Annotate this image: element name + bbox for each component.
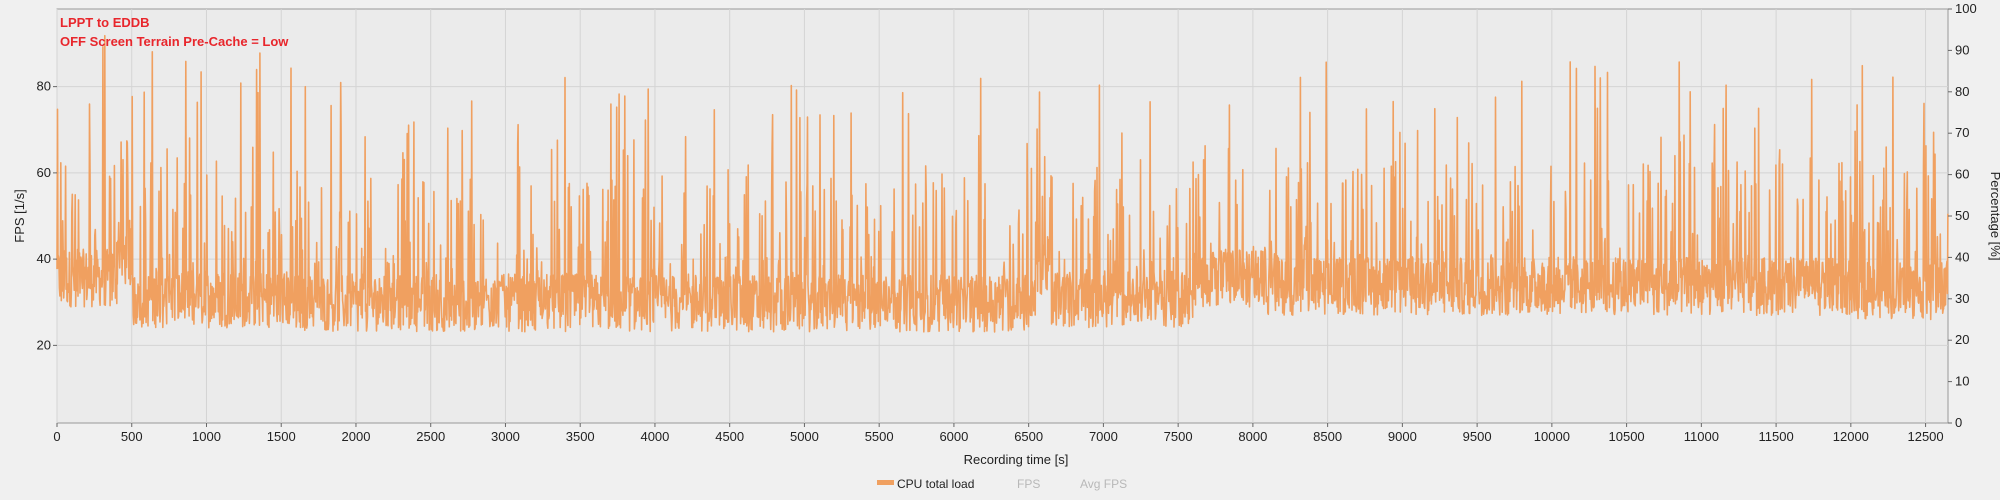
x-tick-label: 10000 bbox=[1534, 429, 1570, 444]
legend-item-avg-fps[interactable]: Avg FPS bbox=[1080, 477, 1127, 491]
x-tick-label: 7000 bbox=[1089, 429, 1118, 444]
y-left-tick-label: 60 bbox=[37, 165, 51, 180]
x-tick-label: 1000 bbox=[192, 429, 221, 444]
x-tick-label: 4500 bbox=[715, 429, 744, 444]
x-tick-label: 0 bbox=[53, 429, 60, 444]
x-tick-label: 9500 bbox=[1463, 429, 1492, 444]
x-tick-label: 10500 bbox=[1609, 429, 1645, 444]
y-left-tick-label: 20 bbox=[37, 337, 51, 352]
x-tick-label: 12000 bbox=[1833, 429, 1869, 444]
y-right-tick-label: 90 bbox=[1955, 42, 1969, 57]
x-tick-label: 6000 bbox=[939, 429, 968, 444]
y-right-tick-label: 50 bbox=[1955, 208, 1969, 223]
y-right-tick-label: 70 bbox=[1955, 125, 1969, 140]
x-tick-label: 11000 bbox=[1684, 429, 1719, 444]
x-tick-label: 2500 bbox=[416, 429, 445, 444]
y-left-axis-ticks: 20 40 60 80 bbox=[37, 79, 57, 352]
legend-swatch-cpu bbox=[877, 480, 894, 485]
annotation-line-1: LPPT to EDDB bbox=[60, 15, 150, 30]
series-line-cpu-total-load bbox=[56, 34, 1949, 333]
y-left-axis-title: FPS [1/s] bbox=[12, 189, 27, 242]
legend-label-fps: FPS bbox=[1017, 477, 1040, 491]
y-left-tick-label: 80 bbox=[37, 79, 51, 94]
x-tick-label: 3000 bbox=[491, 429, 520, 444]
x-tick-label: 5000 bbox=[790, 429, 819, 444]
x-tick-label: 8500 bbox=[1313, 429, 1342, 444]
x-tick-label: 1500 bbox=[267, 429, 296, 444]
y-right-tick-label: 10 bbox=[1955, 374, 1969, 389]
y-right-tick-label: 20 bbox=[1955, 332, 1969, 347]
x-tick-label: 3500 bbox=[566, 429, 595, 444]
x-tick-label: 8000 bbox=[1238, 429, 1267, 444]
y-left-tick-label: 40 bbox=[37, 251, 51, 266]
annotation-line-2: OFF Screen Terrain Pre-Cache = Low bbox=[60, 34, 289, 49]
x-tick-label: 7500 bbox=[1164, 429, 1193, 444]
y-right-tick-label: 0 bbox=[1955, 415, 1962, 430]
y-right-tick-label: 100 bbox=[1955, 1, 1977, 16]
x-axis-ticks: 0 500 1000 1500 2000 2500 3000 3500 4000 4500 5000… bbox=[53, 423, 1944, 444]
legend-item-fps[interactable]: FPS bbox=[1017, 477, 1040, 491]
legend: CPU total load FPS Avg FPS bbox=[877, 477, 1127, 491]
legend-label-avg-fps: Avg FPS bbox=[1080, 477, 1127, 491]
y-right-tick-label: 60 bbox=[1955, 167, 1969, 182]
x-tick-label: 12500 bbox=[1907, 429, 1943, 444]
legend-item-cpu-total-load[interactable]: CPU total load bbox=[877, 477, 974, 491]
x-tick-label: 6500 bbox=[1014, 429, 1043, 444]
x-tick-label: 9000 bbox=[1388, 429, 1417, 444]
y-right-tick-label: 40 bbox=[1955, 249, 1969, 264]
y-right-tick-label: 80 bbox=[1955, 84, 1969, 99]
y-right-axis-title: Percentage [%] bbox=[1988, 172, 2000, 261]
legend-label-cpu: CPU total load bbox=[897, 477, 974, 491]
x-tick-label: 2000 bbox=[342, 429, 371, 444]
x-axis-title: Recording time [s] bbox=[964, 452, 1069, 467]
x-tick-label: 4000 bbox=[640, 429, 669, 444]
x-tick-label: 500 bbox=[121, 429, 143, 444]
x-tick-label: 11500 bbox=[1758, 429, 1793, 444]
x-tick-label: 5500 bbox=[865, 429, 894, 444]
y-right-axis-ticks: 0 10 20 30 40 50 60 70 80 90 100 bbox=[1948, 1, 1977, 430]
series-layer bbox=[56, 34, 1949, 333]
y-right-tick-label: 30 bbox=[1955, 291, 1969, 306]
